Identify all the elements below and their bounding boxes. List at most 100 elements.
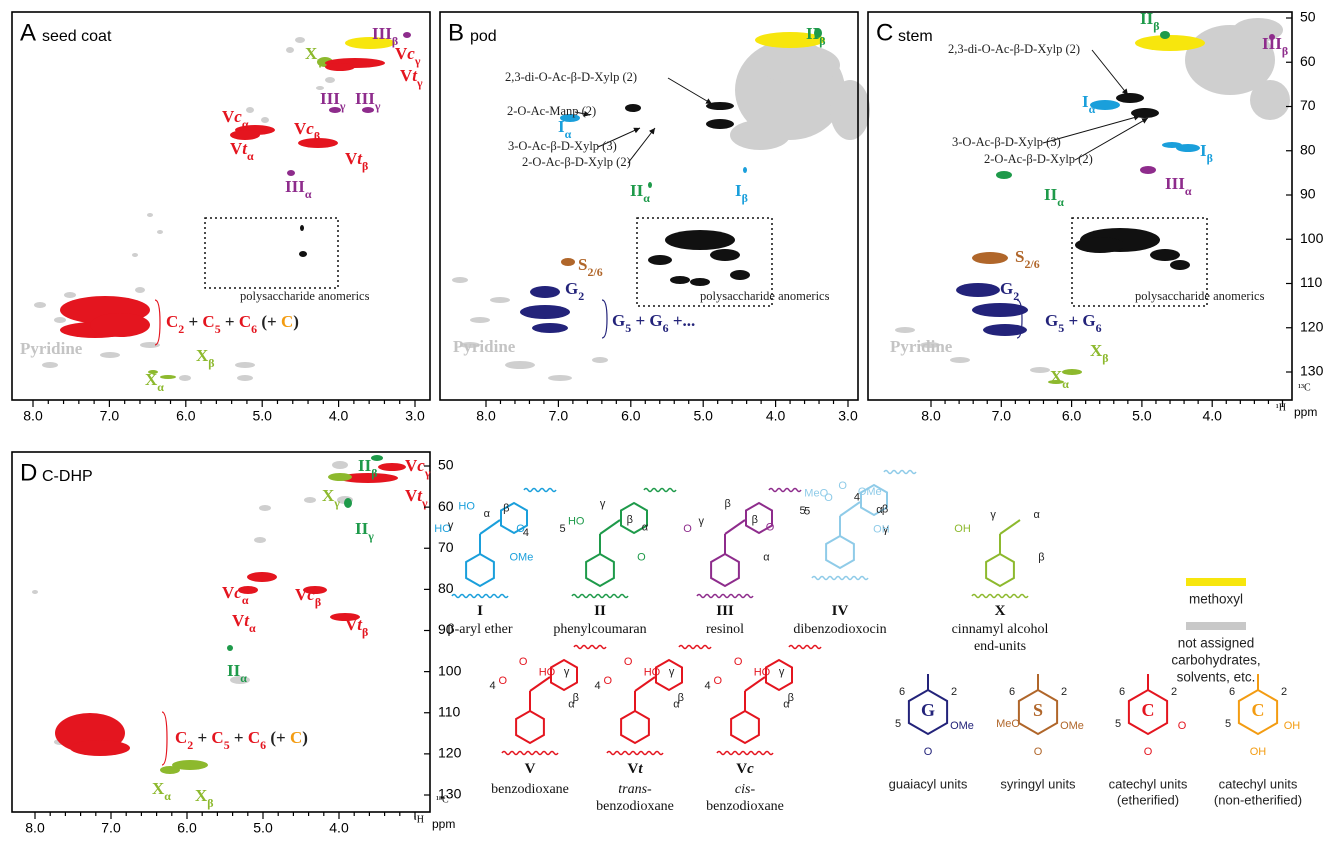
text-part: β [362, 625, 368, 639]
cross-peak [760, 45, 840, 85]
ring [466, 554, 494, 586]
atom-label: O [1144, 746, 1153, 758]
peak-label: IIIα [285, 177, 312, 201]
text-part: (+ [257, 312, 281, 331]
atom-label: OH [954, 523, 971, 535]
structure-caption: phenylcoumaran [553, 622, 646, 637]
text-part: 2,3-di-O-Ac-β-D-Xylp (2) [505, 70, 637, 84]
peak-label: Vcγ [405, 456, 431, 480]
y-tick-label: 110 [1300, 274, 1323, 290]
atom-label: OH [1250, 746, 1267, 758]
cross-peak [325, 63, 355, 71]
text-part: V [222, 583, 235, 602]
structure-caption: cinnamyl alcohol [952, 622, 1049, 637]
text-part: ) [293, 312, 299, 331]
text-part: α [1089, 102, 1096, 116]
h-axis-label: ¹H [1276, 402, 1286, 413]
y-tick-label: 70 [1300, 97, 1316, 113]
peak-label: Vtα [232, 611, 256, 635]
text-part: 2-O-Ac-β-D-Xylp (2) [522, 155, 631, 169]
atom-label: β [882, 503, 888, 515]
panel-name: pod [470, 28, 497, 45]
text-part: V [736, 761, 747, 777]
annotation: 2,3-di-O-Ac-β-D-Xylp (2) [505, 70, 637, 84]
cross-peak [1030, 367, 1050, 373]
atom-label: 6 [1119, 686, 1125, 698]
unit-caption: syringyl units [1000, 776, 1076, 791]
cross-peak [246, 107, 254, 113]
legend-label: methoxyl [1189, 592, 1243, 607]
h-axis-label: ¹H [414, 814, 424, 825]
y-tick-label: 80 [438, 580, 454, 596]
atom-label: OMe [858, 486, 882, 498]
x-tick-label: 7.0 [100, 408, 120, 424]
annotation: 2,3-di-O-Ac-β-D-Xylp (2) [948, 42, 1080, 56]
unit-letter: G [921, 700, 935, 720]
peak-label: Vtγ [400, 66, 423, 90]
text-part: II [1140, 9, 1154, 28]
wavy-bond [789, 646, 821, 649]
bond [600, 520, 620, 534]
text-part: γ [374, 99, 381, 113]
cross-peak [648, 182, 652, 188]
atom-label: α [673, 699, 680, 711]
cross-peak [956, 283, 1000, 297]
text-part: II [806, 24, 820, 43]
cross-peak [592, 357, 608, 363]
text-part: c [747, 761, 754, 777]
atom-label: 6 [1009, 686, 1015, 698]
cross-peak [1170, 260, 1190, 270]
cross-peak [452, 277, 468, 283]
cross-peak [1075, 237, 1125, 253]
x-tick-label: 4.0 [329, 820, 349, 836]
structure-numeral: IV [832, 603, 849, 619]
text-part: β [819, 34, 825, 48]
cross-peak [332, 461, 348, 469]
cross-peak [254, 537, 266, 543]
y-tick-label: 120 [438, 745, 462, 761]
cross-peak [247, 572, 277, 582]
x-tick-label: 6.0 [1062, 408, 1082, 424]
unit-caption: catechyl units [1109, 776, 1188, 791]
cross-peak [1131, 108, 1159, 118]
text-part: γ [367, 529, 374, 543]
peak-label: G2 [1000, 279, 1019, 303]
peak-label: IIα [1044, 185, 1064, 209]
text-part: polysaccharide anomerics [1135, 289, 1265, 303]
x-tick-label: 5.0 [1132, 408, 1152, 424]
cross-peak [490, 297, 510, 303]
text-part: V [400, 66, 413, 85]
atom-label: γ [990, 509, 996, 521]
atom-label: OMe [1060, 720, 1084, 732]
cross-peak [325, 77, 335, 83]
text-part: t [638, 761, 643, 777]
cross-peak [505, 361, 535, 369]
atom-label: α [568, 699, 575, 711]
unit-caption: guaiacyl units [889, 776, 968, 791]
text-part: C [202, 312, 214, 331]
atom-label: 2 [1281, 686, 1287, 698]
text-part: α [240, 671, 247, 685]
bond [840, 502, 860, 516]
cross-peak [237, 375, 253, 381]
text-part: γ [424, 466, 431, 480]
atom-label: O [519, 656, 528, 668]
unit-caption: (non-etherified) [1214, 792, 1302, 807]
legend-label: not assigned [1178, 636, 1255, 651]
text-part: C [281, 312, 293, 331]
cross-peak [54, 317, 66, 323]
cross-peak [470, 317, 490, 323]
peak-label: C2 + C5 + C6 (+ C) [175, 728, 308, 752]
x-tick-label: 7.0 [101, 820, 121, 836]
text-part: polysaccharide anomerics [240, 289, 370, 303]
bond [725, 520, 745, 534]
text-part: α [242, 593, 249, 607]
text-part: X [322, 486, 335, 505]
arrow [1092, 50, 1128, 95]
atom-label: HO [644, 666, 661, 678]
text-part: 6 [1096, 321, 1102, 335]
peak-label: Vtα [230, 139, 254, 163]
text-part: α [305, 187, 312, 201]
cross-peak [972, 303, 1028, 317]
cross-peak [64, 292, 76, 298]
